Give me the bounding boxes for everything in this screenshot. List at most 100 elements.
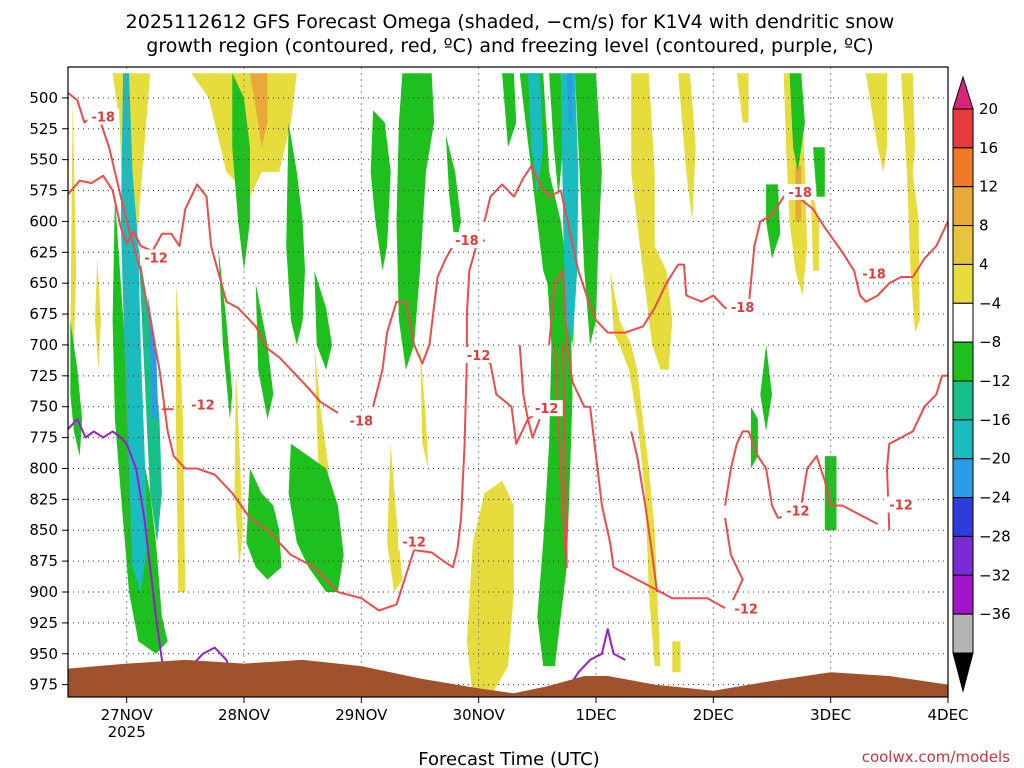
omega-region-47 (760, 344, 772, 432)
omega-region-46 (750, 406, 758, 469)
x-tick-label-28nov: 28NOV (218, 706, 271, 724)
y-tick-label-975: 975 (29, 676, 58, 694)
y-tick-label-775: 775 (29, 429, 58, 447)
omega-region-34 (314, 270, 332, 370)
plot-frame (67, 66, 949, 698)
colorbar-tick-label-10: −24 (979, 489, 1011, 507)
y-tick-label-675: 675 (29, 305, 58, 323)
dendritic-snow-growth-region-contour-5 (483, 164, 737, 334)
x-tick-label-3dec: 3DEC (810, 706, 851, 724)
contour-label-6: -12 (467, 349, 491, 364)
contour-label-1: -12 (144, 251, 168, 266)
colorbar-tick-label-13: −36 (979, 605, 1011, 623)
colorbar-tick-label-6: −8 (979, 333, 1001, 351)
terrain-fill (68, 659, 948, 697)
omega-region-14 (631, 73, 673, 370)
contour-label-bg-13 (885, 496, 918, 513)
omega-region-29 (232, 73, 250, 271)
omega-region-10 (466, 480, 514, 697)
x-axis-label: Forecast Time (UTC) (418, 749, 599, 768)
omega-region-30 (255, 283, 274, 420)
omega-region-32 (286, 122, 305, 345)
omega-region-36 (396, 73, 435, 370)
dendritic-snow-growth-region-contour-7 (548, 269, 726, 609)
freezing-level-contour-0 (68, 418, 169, 697)
y-tick-label-900: 900 (29, 583, 58, 601)
contour-label-bg-4 (398, 533, 431, 550)
axes: 500 525 550 575 600 625 650 675 700 725 750 775 800 8… (29, 89, 968, 741)
chart-title-line1: 2025112612 GFS Forecast Omega (shaded, −… (126, 11, 895, 33)
x-tick-label-29nov: 29NOV (335, 706, 388, 724)
omega-region-43 (566, 73, 573, 123)
omega-region-3 (175, 283, 186, 592)
dendritic-snow-growth-region-contour-9 (630, 431, 658, 593)
colorbar-tick-label-11: −28 (979, 527, 1011, 545)
x-tick-label-30nov: 30NOV (453, 706, 506, 724)
dendritic-snow-growth-region-contour-0 (68, 92, 486, 612)
colorbar-top-triangle (952, 75, 974, 110)
omega-region-13 (610, 270, 661, 667)
x-tick-label-1dec: 1DEC (575, 706, 616, 724)
contour-label-8: -18 (731, 301, 755, 316)
colorbar-swatch-8 (952, 380, 974, 421)
omega-region-45 (502, 73, 517, 148)
omega-region-35 (370, 110, 391, 271)
omega-region-17 (736, 73, 749, 123)
contour-label-bg-1 (140, 249, 172, 266)
colorbar-swatch-3 (952, 186, 974, 227)
y-tick-label-550: 550 (29, 151, 58, 169)
colorbar-tick-label-3: 8 (979, 217, 989, 235)
omega-region-39 (549, 73, 564, 197)
contour-label-13: -12 (889, 499, 913, 514)
omega-region-15 (678, 73, 696, 222)
contour-label-bg-11 (781, 502, 814, 519)
dendritic-snow-growth-region-contour-13 (800, 455, 879, 525)
y-tick-label-650: 650 (29, 274, 58, 292)
colorbar-swatch-12 (952, 535, 974, 576)
contour-label-bg-12 (858, 265, 891, 282)
omega-region-16 (672, 641, 681, 673)
omega-region-44 (574, 73, 602, 345)
contour-label-bg-7 (530, 400, 563, 417)
omega-region-25 (120, 73, 148, 592)
colorbar-swatch-14 (952, 613, 974, 654)
dendritic-snow-growth-region-contour-10 (747, 195, 948, 308)
colorbar-swatch-4 (952, 225, 974, 265)
omega-region-20 (810, 184, 819, 271)
y-tick-label-625: 625 (29, 243, 58, 261)
colorbar-tick-label-8: −16 (979, 411, 1011, 429)
dendritic-snow-growth-region-contour-12 (724, 517, 744, 605)
contour-labels: -18 -12 -12 -18 -12 -18 -12 -12 -18 -18 -12 -12 -18 -… (87, 108, 918, 617)
dendritic-snow-growth-region-contour-4 (480, 356, 538, 445)
colorbar: 20 16 12 8 4 −4 −8 −12 −16 −20 −24 −28 −32 −36 (952, 75, 1011, 693)
contour-label-12: -18 (862, 268, 886, 283)
colorbar-swatch-11 (952, 497, 974, 537)
colorbar-swatch-7 (952, 341, 974, 382)
colorbar-swatch-6 (952, 302, 974, 343)
y-tick-label-950: 950 (29, 645, 58, 663)
omega-region-28 (218, 246, 233, 420)
contour-label-7: -12 (535, 402, 559, 417)
credit-text: coolwx.com/models (862, 748, 1010, 766)
y-tick-label-800: 800 (29, 459, 58, 477)
omega-region-33 (288, 443, 344, 592)
omega-region-42 (560, 73, 579, 345)
contour-label-10: -12 (734, 602, 758, 617)
omega-region-9 (420, 344, 429, 469)
contour-label-5: -18 (455, 234, 479, 249)
colorbar-swatch-2 (952, 147, 974, 188)
contour-label-bg-9 (784, 184, 817, 200)
dendritic-snow-growth-region-contour-11 (724, 430, 790, 519)
x-tick-label-4dec: 4DEC (927, 706, 968, 724)
dendritic-snow-growth-region-contour-1 (68, 174, 339, 414)
dendritic-snow-growth-region-contour-8 (553, 344, 568, 569)
y-tick-label-850: 850 (29, 521, 58, 539)
omega-region-22 (901, 73, 920, 333)
chart-title-line2: growth region (contoured, red, ºC) and f… (146, 35, 873, 57)
omega-region-23 (70, 320, 83, 457)
y-tick-label-575: 575 (29, 182, 58, 200)
y-tick-label-725: 725 (29, 367, 58, 385)
colorbar-tick-label-2: 12 (979, 178, 998, 196)
contour-label-9: -18 (788, 186, 812, 201)
